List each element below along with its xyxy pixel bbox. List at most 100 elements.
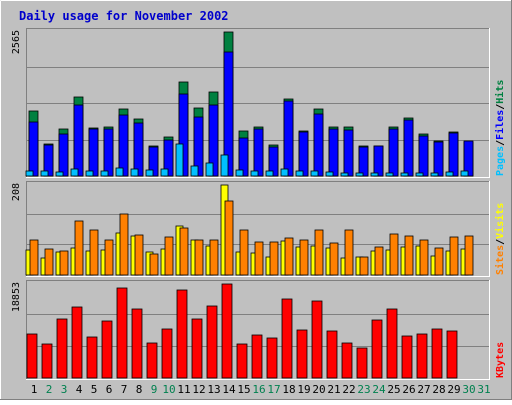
day-label-15: 15	[237, 383, 250, 396]
day-label-8: 8	[136, 383, 143, 396]
day-label-5: 5	[91, 383, 98, 396]
bar-kbytes-day-24	[371, 319, 383, 379]
bar-pages-day-19	[295, 170, 304, 177]
panel-visits-max-label: 208	[11, 183, 22, 201]
bar-kbytes-day-4	[71, 306, 83, 379]
day-label-1: 1	[31, 383, 38, 396]
legend-entry: /	[495, 140, 506, 146]
bar-pages-day-28	[430, 172, 439, 177]
bar-kbytes-day-2	[41, 343, 53, 379]
bar-files-day-10	[163, 139, 174, 177]
bar-pages-day-16	[250, 170, 259, 177]
bar-files-day-23	[358, 146, 369, 177]
bar-sites-day-5	[89, 229, 99, 276]
bar-pages-day-30	[460, 170, 469, 177]
bar-kbytes-day-7	[116, 287, 128, 379]
day-label-24: 24	[372, 383, 386, 396]
bar-kbytes-day-17	[266, 337, 278, 379]
bar-kbytes-day-25	[386, 308, 398, 379]
bar-pages-day-9	[145, 169, 154, 177]
legend-entry: /	[495, 239, 506, 245]
bar-files-day-6	[103, 128, 114, 177]
bar-pages-day-1	[25, 170, 34, 177]
day-label-13: 13	[207, 383, 220, 396]
bar-files-day-27	[418, 135, 429, 177]
bar-kbytes-day-20	[311, 300, 323, 379]
day-label-29: 29	[447, 383, 460, 396]
day-label-2: 2	[46, 383, 53, 396]
bar-pages-day-12	[190, 165, 199, 177]
chart-title: Daily usage for November 2002	[19, 9, 229, 23]
legend-entry: KBytes	[495, 342, 506, 378]
bar-sites-day-30	[464, 235, 474, 276]
bar-pages-day-3	[55, 171, 64, 177]
day-labels: 1 2 3 4 5 6 7 8 9 10 11 12 13 14 15 16 17 18 19 20 21 22 23 24 2…	[31, 383, 491, 396]
day-label-28: 28	[432, 383, 445, 396]
day-label-18: 18	[282, 383, 295, 396]
bar-sites-day-25	[389, 233, 399, 276]
panels-layer: 2565Pages/Files/Hits208Sites/Visits18853…	[11, 28, 506, 380]
bar-pages-day-6	[100, 170, 109, 177]
bar-files-day-14	[223, 51, 234, 177]
day-label-30: 30	[462, 383, 475, 396]
bar-files-day-2	[43, 144, 54, 177]
bar-pages-day-5	[85, 170, 94, 177]
legend-entry: Hits	[494, 80, 506, 104]
legend-entry: Sites	[494, 245, 506, 275]
panel-kbytes: 18853 KBytes	[11, 280, 506, 380]
day-label-27: 27	[417, 383, 430, 396]
bar-files-day-20	[313, 113, 324, 177]
bar-files-day-5	[88, 128, 99, 177]
bar-files-day-29	[448, 132, 459, 177]
bar-kbytes-day-23	[356, 347, 368, 379]
bar-pages-day-26	[400, 172, 409, 177]
bar-pages-day-27	[415, 172, 424, 177]
bar-kbytes-day-27	[416, 333, 428, 379]
bar-pages-day-22	[340, 172, 349, 177]
bar-kbytes-day-29	[446, 330, 458, 379]
day-label-9: 9	[151, 383, 158, 396]
bar-kbytes-day-14	[221, 283, 233, 379]
day-label-20: 20	[312, 383, 325, 396]
day-label-3: 3	[61, 383, 68, 396]
bar-files-day-26	[403, 119, 414, 177]
panel-kbytes-legend: KBytes	[495, 342, 506, 378]
bar-kbytes-day-15	[236, 343, 248, 379]
bar-files-day-30	[463, 140, 474, 177]
bar-sites-day-13	[209, 239, 219, 276]
day-label-22: 22	[342, 383, 355, 396]
bar-kbytes-day-1	[26, 333, 38, 379]
bar-sites-day-15	[239, 229, 249, 276]
bar-sites-day-9	[149, 253, 159, 276]
bar-files-day-17	[268, 146, 279, 177]
bar-files-day-19	[298, 131, 309, 177]
day-label-25: 25	[387, 383, 400, 396]
bar-pages-day-18	[280, 168, 289, 177]
panel-requests-max-label: 2565	[11, 30, 22, 54]
bar-kbytes-day-28	[431, 328, 443, 379]
bar-kbytes-day-13	[206, 305, 218, 379]
bar-pages-day-29	[445, 171, 454, 177]
bar-sites-day-2	[44, 248, 54, 276]
legend-entry: Visits	[494, 203, 506, 239]
bar-files-day-8	[133, 122, 144, 177]
bar-pages-day-21	[325, 171, 334, 177]
bar-kbytes-day-22	[341, 342, 353, 379]
bar-sites-day-28	[434, 247, 444, 276]
day-label-14: 14	[222, 383, 236, 396]
bar-kbytes-day-5	[86, 336, 98, 379]
day-label-4: 4	[76, 383, 83, 396]
bar-pages-day-17	[265, 170, 274, 177]
bar-sites-day-16	[254, 241, 264, 276]
bar-sites-day-3	[59, 250, 69, 276]
bar-files-day-7	[118, 114, 129, 177]
day-label-26: 26	[402, 383, 415, 396]
bar-pages-day-23	[355, 172, 364, 177]
day-label-7: 7	[121, 383, 128, 396]
bar-files-day-1	[28, 121, 39, 177]
bar-sites-day-4	[74, 220, 84, 276]
day-label-12: 12	[192, 383, 205, 396]
bar-kbytes-day-18	[281, 298, 293, 379]
